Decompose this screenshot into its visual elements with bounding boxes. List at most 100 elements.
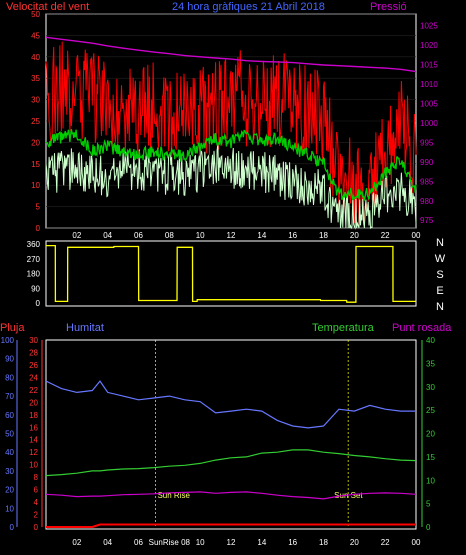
pressure-y-tick-label: 1015 (420, 61, 438, 70)
direction-panel-frame (45, 240, 417, 307)
pressure-y-tick-label: 1010 (420, 80, 438, 89)
humidity-label: Humitat (66, 322, 104, 334)
pressure-y-tick-label: 1000 (420, 119, 438, 128)
compass-label: N (436, 301, 444, 313)
rain-y-tick-label: 10 (29, 461, 38, 470)
rain-y-tick-label: 12 (29, 448, 38, 457)
compass-label: S (436, 269, 443, 281)
direction-y-tick-label: 180 (27, 270, 41, 279)
climate-x-tick-label: 02 (72, 538, 81, 547)
climate-panel-frame (45, 339, 417, 530)
rain-label: Pluja (0, 322, 25, 334)
humidity-y-tick-label: 10 (5, 504, 14, 513)
climate-x-tick-label: 04 (103, 538, 112, 547)
temperature-y-tick-label: 15 (426, 453, 435, 462)
wind-x-tick-label: 12 (227, 231, 236, 240)
pressure-y-tick-label: 995 (420, 138, 434, 147)
pressure-y-tick-label: 980 (420, 197, 434, 206)
climate-x-tick-label: 06 (134, 538, 143, 547)
temperature-y-tick-label: 0 (426, 523, 431, 532)
climate-x-tick-label: 20 (350, 538, 359, 547)
temperature-y-tick-label: 35 (426, 359, 435, 368)
temperature-y-tick-label: 40 (426, 336, 435, 345)
humidity-y-tick-label: 50 (5, 430, 14, 439)
climate-x-tick-label: 16 (288, 538, 297, 547)
low-wind-series (45, 143, 417, 230)
humidity-y-tick-label: 60 (5, 411, 14, 420)
climate-x-tick-label: 12 (227, 538, 236, 547)
wind-x-tick-label: 08 (165, 231, 174, 240)
rain-y-tick-label: 8 (34, 473, 39, 482)
wind-x-tick-label: 20 (350, 231, 359, 240)
wind-y-tick-label: 10 (31, 181, 40, 190)
rain-series (46, 523, 416, 528)
wind-y-tick-label: 5 (36, 203, 41, 212)
temperature-series (45, 449, 417, 477)
pressure-y-tick-label: 1005 (420, 99, 438, 108)
wind-x-tick-label: 14 (257, 231, 266, 240)
humidity-y-tick-label: 90 (5, 355, 14, 364)
dewpoint-label: Punt rosada (392, 322, 452, 334)
dewpoint-series (45, 491, 417, 500)
rain-y-tick-label: 14 (29, 436, 38, 445)
temperature-y-tick-label: 20 (426, 430, 435, 439)
wind-x-tick-label: 06 (134, 231, 143, 240)
climate-x-tick-label: 22 (381, 538, 390, 547)
rain-y-tick-label: 4 (34, 498, 39, 507)
wind-x-tick-label: 22 (381, 231, 390, 240)
humidity-y-tick-label: 100 (1, 336, 15, 345)
wind-y-tick-label: 45 (31, 31, 40, 40)
direction-y-tick-label: 270 (27, 255, 41, 264)
climate-x-tick-label: 14 (257, 538, 266, 547)
humidity-y-tick-label: 0 (10, 523, 15, 532)
humidity-y-tick-label: 80 (5, 373, 14, 382)
wind-x-tick-label: 04 (103, 231, 112, 240)
wind-y-tick-label: 25 (31, 117, 40, 126)
humidity-y-tick-label: 40 (5, 448, 14, 457)
humidity-y-tick-label: 70 (5, 392, 14, 401)
pressure-y-tick-label: 975 (420, 216, 434, 225)
rain-y-tick-label: 18 (29, 411, 38, 420)
average-wind-series (45, 129, 417, 202)
wind-x-tick-label: 16 (288, 231, 297, 240)
climate-x-tick-label: 18 (319, 538, 328, 547)
temperature-label: Temperatura (312, 322, 375, 334)
pressure-y-tick-label: 1025 (420, 22, 438, 31)
temperature-y-tick-label: 25 (426, 406, 435, 415)
direction-y-tick-label: 0 (36, 299, 41, 308)
wind-y-tick-label: 30 (31, 96, 40, 105)
rain-y-tick-label: 22 (29, 386, 38, 395)
climate-x-tick-label: 00 (412, 538, 421, 547)
rain-y-tick-label: 28 (29, 348, 38, 357)
wind-y-tick-label: 35 (31, 74, 40, 83)
pressure-series (45, 36, 417, 73)
wind-y-tick-label: 50 (31, 10, 40, 19)
wind-x-tick-label: 02 (72, 231, 81, 240)
wind-x-tick-label: 18 (319, 231, 328, 240)
direction-y-tick-label: 360 (27, 240, 41, 249)
rain-y-tick-label: 26 (29, 361, 38, 370)
humidity-series (45, 380, 416, 429)
wind-y-tick-label: 20 (31, 138, 40, 147)
rain-y-tick-label: 20 (29, 398, 38, 407)
gust-series (45, 41, 417, 229)
wind-x-tick-label: 00 (412, 231, 421, 240)
rain-y-tick-label: 6 (34, 486, 39, 495)
humidity-y-tick-label: 30 (5, 467, 14, 476)
direction-y-tick-label: 90 (31, 284, 40, 293)
compass-label: E (436, 285, 443, 297)
rain-y-tick-label: 24 (29, 373, 38, 382)
sunrise-annotation: Sun Rise (157, 491, 190, 500)
rain-y-tick-label: 30 (29, 336, 38, 345)
wind-y-tick-label: 0 (36, 224, 41, 233)
climate-x-tick-label: SunRise 08 (149, 538, 191, 547)
chart-title: 24 hora gràfiques 21 Abril 2018 (172, 1, 325, 13)
wind-x-tick-label: 10 (196, 231, 205, 240)
wind-speed-label: Velocitat del vent (6, 1, 89, 13)
compass-label: N (436, 237, 444, 249)
humidity-y-tick-label: 20 (5, 486, 14, 495)
temperature-y-tick-label: 10 (426, 476, 435, 485)
pressure-y-tick-label: 990 (420, 158, 434, 167)
pressure-label: Pressió (370, 1, 407, 13)
